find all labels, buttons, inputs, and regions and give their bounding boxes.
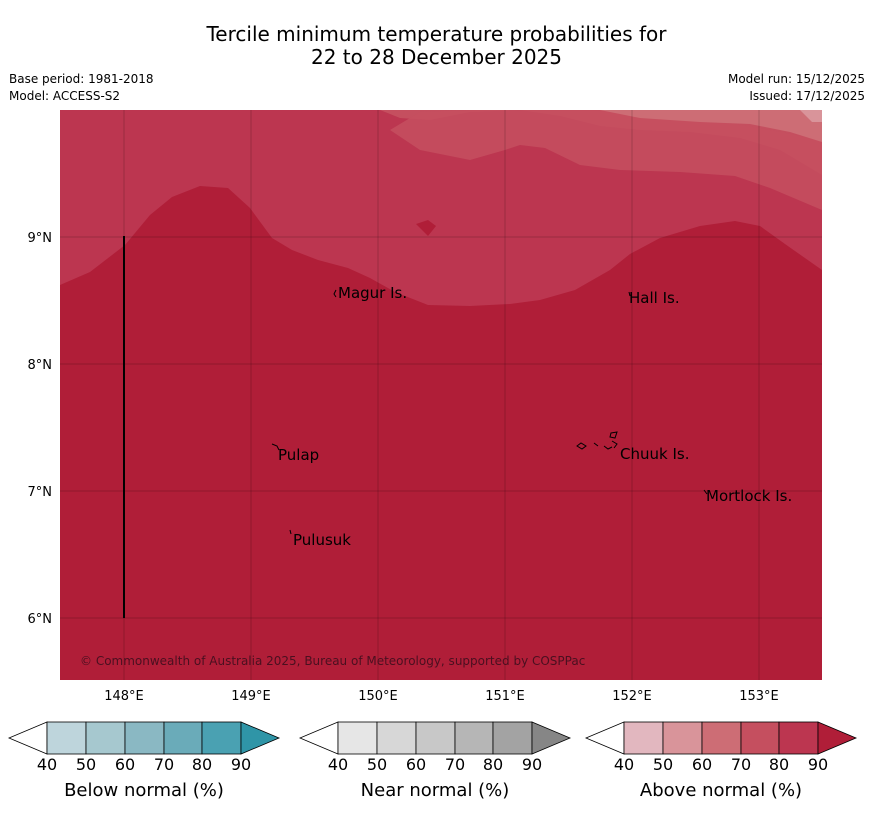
legend-above-box-3 [701,721,742,755]
place-labels: Magur Is. Hall Is. Pulap Chuuk Is. Mortl… [278,284,792,549]
legend-below-box-2 [85,721,126,755]
legend-below-tick-50: 50 [75,755,97,774]
islands [271,289,708,535]
legend-above-tick-70: 70 [730,755,752,774]
legend-near-arrow-left [298,721,339,755]
legend-above-tick-60: 60 [691,755,713,774]
legend-above-title: Above normal (%) [639,780,803,801]
island-mortlock [703,489,708,495]
legend-below-tick-60: 60 [114,755,136,774]
title-line-2: 22 to 28 December 2025 [310,45,562,69]
label-magur: Magur Is. [338,284,407,302]
lon-label-149e: 149°E [231,689,271,704]
legend-near-box-5 [492,721,533,755]
lat-label-8n: 8°N [28,358,53,373]
lon-label-150e: 150°E [358,689,398,704]
legend-below-box-5 [201,721,242,755]
legend-above-arrow-left [584,721,625,755]
legend-above-box-1 [623,721,664,755]
island-magur [333,289,337,298]
legend-below-tick-80: 80 [191,755,213,774]
legend-above-tick-90: 90 [807,755,829,774]
lat-label-9n: 9°N [28,231,53,246]
region-above-70b [390,110,822,210]
legend-above-normal [584,721,858,755]
model-run: Model run: 15/12/2025 [727,72,865,86]
legend-above-box-5 [778,721,819,755]
legend-near-box-1 [337,721,378,755]
legend-near-tick-70: 70 [444,755,466,774]
legend-near-normal [298,721,572,755]
legend-near-tick-90: 90 [521,755,543,774]
base-period: Base period: 1981-2018 [9,72,154,86]
label-pulusuk: Pulusuk [293,531,351,549]
legend-near-tick-40: 40 [327,755,349,774]
legend-below-tick-90: 90 [230,755,252,774]
label-hall: Hall Is. [629,289,680,307]
legend-below-tick-70: 70 [153,755,175,774]
title-line-1: Tercile minimum temperature probabilitie… [206,22,667,46]
legend-near-tick-80: 80 [482,755,504,774]
legend-below-arrow-right [240,721,281,755]
map-fill-layers [60,110,822,680]
legend-below-normal [7,721,281,755]
legend-near-box-2 [376,721,417,755]
lon-label-152e: 152°E [612,689,652,704]
legend-above-tick-80: 80 [768,755,790,774]
legend-above-arrow-right [817,721,858,755]
copyright-notice: © Commonwealth of Australia 2025, Bureau… [80,654,585,668]
lon-label-148e: 148°E [104,689,144,704]
legend-near-box-4 [454,721,494,755]
region-above-90 [60,186,822,680]
meta-left: Base period: 1981-2018 Model: ACCESS-S2 [9,71,154,105]
lon-label-153e: 153°E [739,689,779,704]
legend-below-box-3 [124,721,165,755]
legend-near-box-3 [415,721,456,755]
legend-near-tick-60: 60 [405,755,427,774]
issued-date: Issued: 17/12/2025 [749,89,865,103]
lat-label-7n: 7°N [28,485,53,500]
lon-label-151e: 151°E [485,689,525,704]
label-pulap: Pulap [278,446,319,464]
label-chuuk: Chuuk Is. [620,445,689,463]
lat-label-6n: 6°N [28,612,53,627]
region-above-60 [600,110,822,142]
legend-below-tick-40: 40 [36,755,58,774]
lon-axis-labels: 148°E 149°E 150°E 151°E 152°E 153°E [104,689,779,704]
legend-above-tick-50: 50 [652,755,674,774]
legend-above-tick-40: 40 [613,755,635,774]
chart-title: Tercile minimum temperature probabilitie… [0,23,873,69]
legend-above-box-4 [740,721,780,755]
legend-below-arrow-left [7,721,48,755]
island-hall [628,291,631,297]
legend-above-box-2 [662,721,703,755]
legend-near-title: Near normal (%) [360,780,510,801]
legend-near-tick-50: 50 [366,755,388,774]
legend-below-box-1 [46,721,87,755]
legend-below-title: Below normal (%) [64,780,224,801]
region-above-50 [780,110,822,122]
region-above-90-spot [416,220,436,236]
gridlines [60,110,822,680]
label-mortlock: Mortlock Is. [706,487,792,505]
legend-below-box-4 [163,721,203,755]
model-name: Model: ACCESS-S2 [9,89,121,103]
meta-right: Model run: 15/12/2025 Issued: 17/12/2025 [728,71,865,105]
island-pulusuk [289,529,292,535]
legend-near-arrow-right [531,721,572,755]
island-pulap [271,443,280,451]
lat-axis-labels: 9°N 8°N 7°N 6°N [28,231,53,627]
island-chuuk [576,431,618,450]
